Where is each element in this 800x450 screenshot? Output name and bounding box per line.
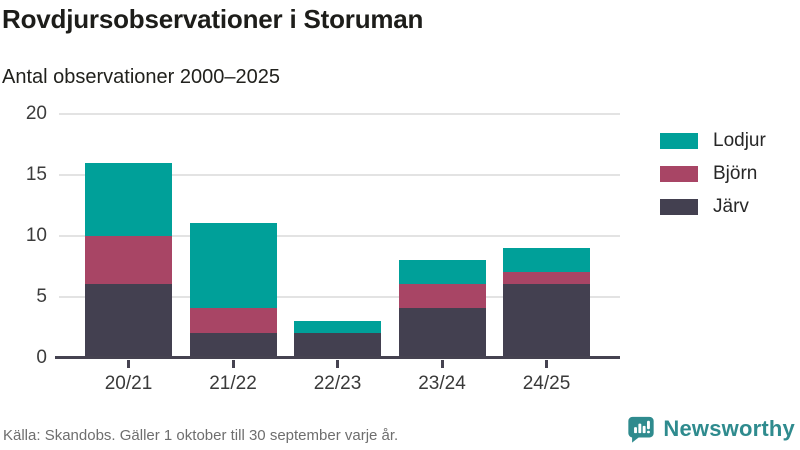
newsworthy-icon [628, 416, 655, 443]
bar-23/24 [398, 114, 486, 357]
y-tick-label-20: 20 [25, 103, 47, 124]
bar-segment-lodjur-21/22 [189, 223, 277, 309]
x-tick [231, 360, 235, 368]
legend-label-lodjur: Lodjur [713, 130, 766, 151]
bar-segment-järv-24/25 [503, 284, 590, 357]
x-tick-label-21/22: 21/22 [209, 373, 257, 394]
legend-label-järv: Järv [713, 196, 749, 217]
x-axis-line [55, 356, 620, 359]
brand-logo: Newsworthy [626, 414, 795, 444]
bar-segment-lodjur-23/24 [398, 259, 486, 285]
bar-segment-lodjur-22/23 [294, 320, 381, 333]
plot-area: 0 5 10 15 20 [0, 103, 630, 368]
x-tick [545, 360, 548, 368]
legend-swatch-järv [660, 199, 698, 215]
x-tick-label-22/23: 22/23 [313, 373, 362, 394]
x-slot-24/25: 24/25 [503, 360, 590, 395]
x-slot-22/23: 22/23 [294, 360, 381, 395]
bar-segment-björn-20/21 [85, 235, 172, 285]
y-tick-label-0: 0 [36, 347, 47, 368]
bar-segment-järv-22/23 [294, 332, 381, 357]
gridline-5 [59, 296, 620, 298]
x-tick [127, 360, 130, 368]
x-axis-labels: 20/21 21/22 22/23 23/24 24/25 [85, 360, 590, 395]
source-note: Källa: Skandobs. Gäller 1 oktober till 3… [3, 427, 399, 444]
bar-segment-björn-23/24 [398, 284, 486, 309]
legend-label-björn: Björn [713, 163, 758, 184]
y-tick-label-15: 15 [25, 164, 47, 185]
bars-group [85, 114, 590, 357]
x-slot-21/22: 21/22 [190, 360, 277, 395]
brand-name: Newsworthy [663, 416, 795, 441]
bar-20/21 [85, 114, 172, 357]
legend-item-järv: Järv [660, 196, 766, 218]
x-slot-23/24: 23/24 [399, 360, 486, 395]
bar-24/25 [503, 114, 590, 357]
x-tick-label-20/21: 20/21 [104, 373, 153, 394]
bar-segment-järv-20/21 [85, 284, 172, 357]
bar-22/23 [294, 114, 381, 357]
y-tick-label-5: 5 [36, 286, 47, 307]
legend-swatch-lodjur [660, 133, 698, 149]
legend-swatch-björn [660, 166, 698, 182]
bar-segment-lodjur-24/25 [503, 247, 590, 272]
bar-segment-lodjur-20/21 [85, 162, 172, 236]
gridline-10 [59, 235, 620, 237]
x-slot-20/21: 20/21 [85, 360, 172, 395]
bar-segment-björn-21/22 [189, 308, 277, 333]
chart-subtitle: Antal observationer 2000–2025 [2, 66, 280, 88]
x-tick-label-24/25: 24/25 [522, 373, 571, 394]
bar-segment-björn-24/25 [503, 271, 590, 285]
bar-21/22 [189, 114, 277, 357]
legend-item-lodjur: Lodjur [660, 130, 766, 152]
legend-item-björn: Björn [660, 163, 766, 185]
y-tick-label-10: 10 [25, 225, 47, 246]
bar-segment-järv-21/22 [189, 332, 277, 357]
bar-segment-järv-23/24 [398, 308, 486, 357]
x-tick [440, 360, 444, 368]
plot-grid [55, 113, 620, 359]
x-tick [336, 360, 339, 368]
chart-title: Rovdjursobservationer i Storuman [2, 4, 424, 34]
gridline-15 [59, 174, 620, 176]
legend: Lodjur Björn Järv [660, 130, 766, 218]
x-tick-label-23/24: 23/24 [418, 373, 466, 394]
gridline-20 [59, 113, 620, 115]
